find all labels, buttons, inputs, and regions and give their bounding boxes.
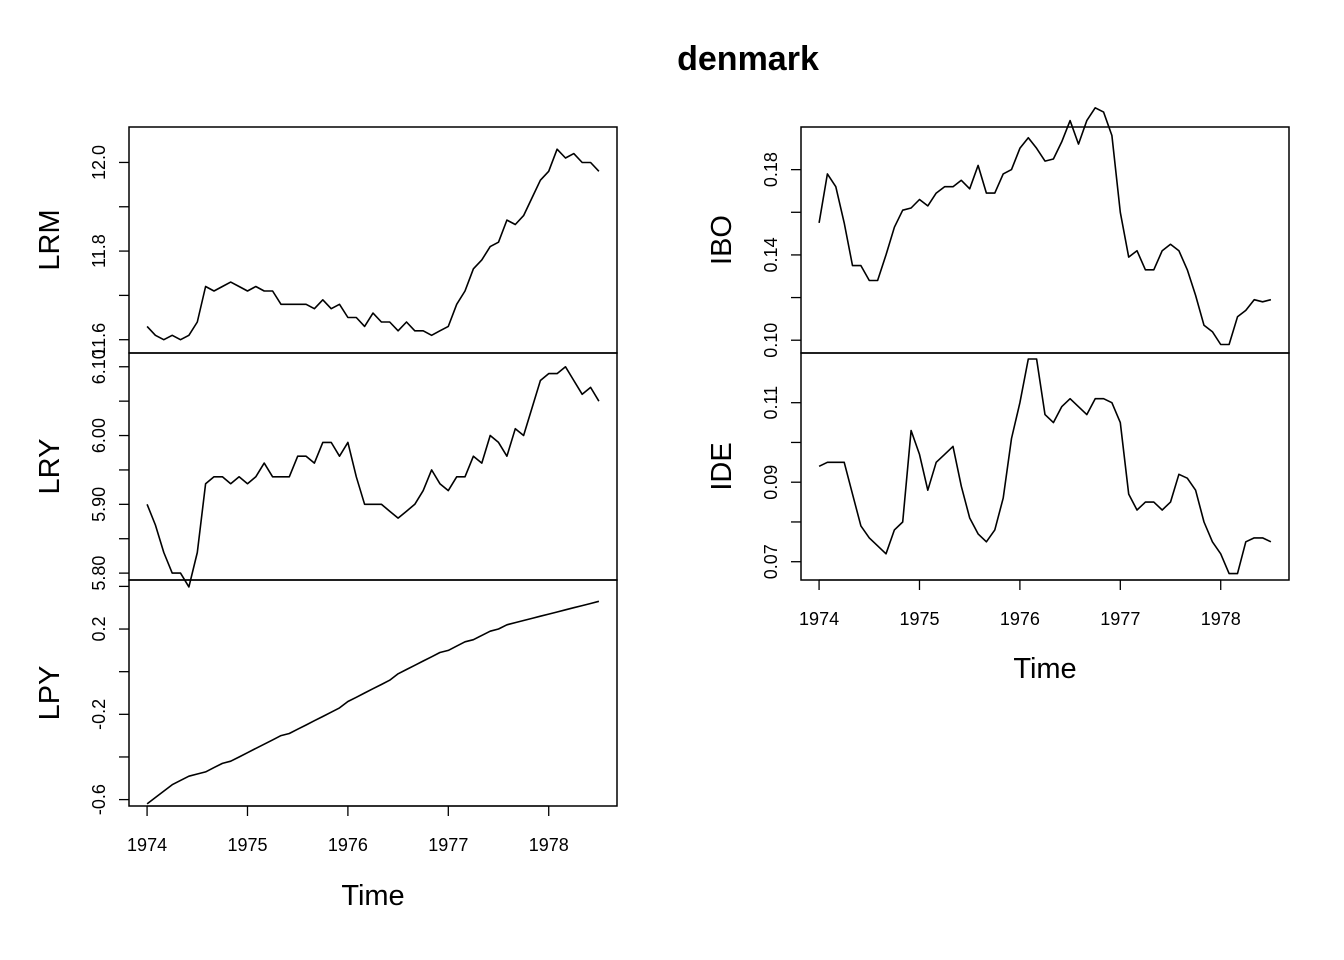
panel-lry: 5.80 5.90 6.00 6.10 LRY [34,349,618,591]
x-tick-label: 1976 [1000,609,1040,629]
x-axis: 1974 1975 1976 1977 1978 Time [799,579,1241,685]
series-line-lpy [146,600,600,805]
y-axis-label: IBO [706,215,738,265]
x-tick-label: 1974 [127,835,167,855]
y-tick-label: 5.80 [89,556,109,591]
panel-frame [128,126,618,354]
y-tick-label: 0.11 [761,386,781,420]
x-tick-label: 1977 [428,835,468,855]
y-axis-label: IDE [706,442,738,490]
series-line-lry [146,365,600,588]
y-tick-label: 6.10 [89,349,109,384]
panel-ide: 0.07 0.09 0.11 IDE [706,352,1290,581]
y-tick-label: 0.2 [89,617,109,642]
x-tick-label: 1975 [227,835,267,855]
x-tick-label: 1974 [799,609,839,629]
series-line-lrm [146,148,600,341]
y-axis-label: LRY [34,439,66,495]
x-tick-label: 1976 [328,835,368,855]
x-tick-label: 1975 [899,609,939,629]
x-axis-label: Time [1013,653,1076,685]
left-chart-column: 11.611.812.0LRM5.805.906.006.10LRY-0.6-0… [34,126,618,912]
y-tick-label: 0.18 [761,152,781,187]
y-tick-label: -0.2 [89,699,109,730]
panel-frame [128,352,618,581]
y-tick-label: 0.10 [761,323,781,358]
x-tick-label: 1977 [1100,609,1140,629]
y-tick-label: 0.09 [761,465,781,500]
series-line-ibo [818,107,1272,346]
y-tick-label: 0.07 [761,544,781,579]
x-tick-label: 1978 [1201,609,1241,629]
series-line-ide [818,358,1272,575]
panel-lrm: 11.6 11.8 12.0 LRM [34,126,618,357]
x-axis: 1974 1975 1976 1977 1978 Time [127,805,569,912]
x-axis-label: Time [341,880,404,912]
panel-ibo: 0.10 0.14 0.18 IBO [706,107,1290,358]
y-axis-label: LPY [34,666,66,721]
y-tick-label: 12.0 [89,145,109,180]
y-tick-label: 5.90 [89,487,109,522]
y-tick-label: 0.14 [761,237,781,272]
y-tick-label: -0.6 [89,784,109,815]
y-tick-label: 11.8 [89,234,109,268]
x-tick-label: 1978 [529,835,569,855]
y-tick-label: 6.00 [89,418,109,453]
y-axis-label: LRM [34,209,66,270]
y-tick-label: 11.6 [89,323,109,357]
chart-title: denmark [677,40,819,78]
panel-lpy: -0.6 -0.2 0.2 LPY [34,579,618,815]
